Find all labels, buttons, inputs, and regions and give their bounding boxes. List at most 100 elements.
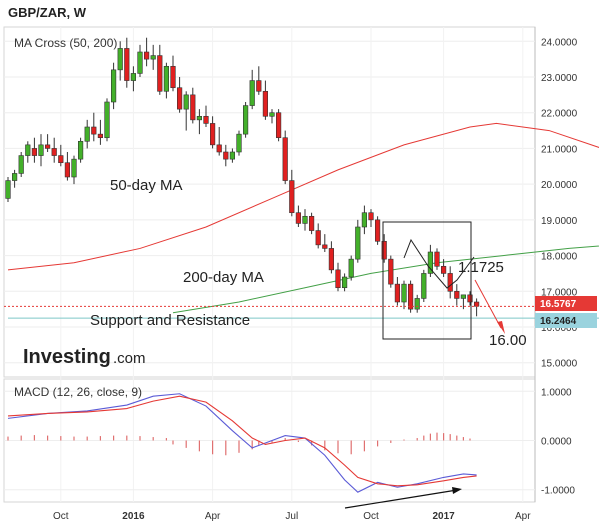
annotation-ratio: 1.1725 bbox=[458, 259, 504, 276]
candle-down bbox=[322, 244, 328, 249]
candlesticks bbox=[5, 37, 480, 317]
price-y-tick-label: 20.0000 bbox=[541, 180, 578, 191]
candle-down bbox=[144, 51, 150, 60]
candle-up bbox=[421, 273, 427, 299]
candle-up bbox=[302, 215, 308, 224]
candle-down bbox=[467, 294, 473, 303]
price-grid bbox=[4, 27, 535, 502]
candle-down bbox=[275, 112, 282, 139]
x-tick-label: Jul bbox=[285, 511, 298, 522]
candle-up bbox=[104, 101, 110, 139]
candle-down bbox=[295, 212, 302, 224]
candle-up bbox=[111, 69, 117, 103]
candle-down bbox=[335, 269, 341, 289]
candle-up bbox=[183, 94, 189, 110]
candle-up bbox=[361, 212, 368, 228]
price-y-tick-label: 22.0000 bbox=[541, 109, 578, 120]
logo-suffix-text: .com bbox=[113, 350, 146, 367]
candle-up bbox=[243, 105, 249, 135]
candle-down bbox=[381, 240, 387, 260]
target-arrowhead bbox=[497, 321, 505, 334]
candle-down bbox=[91, 126, 97, 135]
candle-down bbox=[223, 151, 229, 160]
price-tag-current-bg bbox=[535, 296, 597, 311]
price-y-axis-ticks: 24.0000 23.0000 22.0000 21.0000 20.0000 19.00… bbox=[541, 37, 578, 369]
candle-down bbox=[315, 230, 321, 246]
ma-line-200-day-ma bbox=[172, 245, 599, 314]
macd-trend-arrowhead bbox=[452, 487, 462, 494]
annotation-support-resistance: Support and Resistance bbox=[90, 312, 250, 329]
candle-up bbox=[78, 140, 84, 160]
investing-logo: Investing .com bbox=[23, 346, 146, 368]
candle-down bbox=[308, 215, 315, 231]
macd-line-signal bbox=[7, 395, 477, 487]
candle-up bbox=[25, 144, 31, 156]
candle-up bbox=[414, 298, 420, 310]
macd-lines bbox=[7, 393, 477, 493]
price-y-tick-label: 15.0000 bbox=[541, 359, 578, 370]
x-tick-label: Oct bbox=[53, 511, 69, 522]
ma-cross-label: MA Cross (50, 200) bbox=[14, 36, 117, 50]
candle-down bbox=[328, 248, 335, 271]
candle-down bbox=[407, 283, 414, 310]
candle-up bbox=[84, 126, 90, 142]
annotation-200-day-ma: 200-day MA bbox=[183, 269, 264, 286]
candle-up bbox=[269, 112, 275, 117]
price-y-tick-label: 24.0000 bbox=[541, 37, 578, 48]
candle-up bbox=[117, 48, 123, 71]
macd-y-tick-label: 1.0000 bbox=[541, 387, 572, 398]
candle-down bbox=[44, 144, 51, 149]
candle-down bbox=[454, 290, 460, 299]
candle-up bbox=[196, 115, 203, 121]
moving-average-lines bbox=[7, 122, 599, 319]
candle-down bbox=[256, 80, 262, 92]
candle-down bbox=[374, 219, 381, 242]
zigzag-pattern-line bbox=[403, 238, 475, 289]
macd-y-tick-label: -1.0000 bbox=[541, 486, 575, 497]
x-tick-label: 2017 bbox=[432, 511, 455, 522]
candle-down bbox=[282, 137, 288, 181]
candle-down bbox=[51, 148, 57, 156]
price-tag-current: 16.5767 bbox=[540, 299, 577, 310]
candle-up bbox=[229, 151, 236, 160]
candle-down bbox=[262, 90, 269, 117]
price-y-tick-label: 18.0000 bbox=[541, 252, 578, 263]
price-tag-support: 16.2464 bbox=[540, 316, 577, 327]
candle-up bbox=[355, 226, 361, 260]
annotation-target-16: 16.00 bbox=[489, 332, 527, 349]
candle-down bbox=[58, 155, 64, 164]
candle-down bbox=[447, 273, 453, 292]
candle-up bbox=[150, 55, 156, 60]
candle-up bbox=[12, 173, 18, 181]
candle-down bbox=[124, 48, 130, 81]
candle-up bbox=[18, 155, 24, 174]
x-tick-label: Oct bbox=[363, 511, 379, 522]
candle-down bbox=[31, 148, 37, 156]
candle-down bbox=[177, 87, 183, 110]
candle-down bbox=[440, 265, 447, 274]
ma-line-50-day-ma bbox=[7, 122, 599, 271]
logo-main-text: Investing bbox=[23, 346, 111, 368]
annotation-50-day-ma: 50-day MA bbox=[110, 177, 183, 194]
macd-trend-arrow bbox=[344, 489, 458, 509]
candle-up bbox=[401, 283, 407, 303]
candle-up bbox=[341, 276, 348, 289]
macd-y-axis-ticks: 1.0000 0.0000 -1.0000 bbox=[541, 387, 575, 496]
x-tick-label: 2016 bbox=[122, 511, 145, 522]
candle-down bbox=[394, 283, 401, 303]
price-y-tick-label: 21.0000 bbox=[541, 144, 578, 155]
candle-up bbox=[5, 180, 11, 199]
consolidation-box bbox=[382, 221, 472, 340]
price-tag-support-bg bbox=[535, 313, 597, 328]
candle-up bbox=[163, 65, 170, 92]
macd-y-tick-label: 0.0000 bbox=[541, 437, 572, 448]
candle-down bbox=[64, 162, 70, 178]
candle-up bbox=[249, 80, 255, 106]
candle-up bbox=[427, 251, 434, 274]
macd-label: MACD (12, 26, close, 9) bbox=[14, 385, 142, 399]
candle-up bbox=[130, 73, 137, 81]
candle-down bbox=[157, 55, 163, 92]
candle-up bbox=[236, 133, 242, 153]
